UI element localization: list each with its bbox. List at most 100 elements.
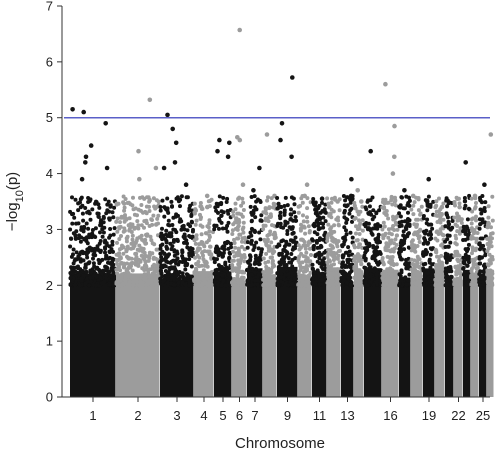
snp-point xyxy=(183,257,188,262)
x-tick-label: 4 xyxy=(200,408,207,423)
snp-point xyxy=(254,207,259,212)
snp-point xyxy=(416,283,421,288)
snp-point xyxy=(352,243,356,248)
snp-point xyxy=(405,232,410,237)
snp-point xyxy=(340,243,345,248)
snp-point xyxy=(206,225,211,230)
snp-point xyxy=(347,211,352,216)
snp-point xyxy=(477,226,482,231)
snp-point xyxy=(317,282,322,287)
snp-point xyxy=(190,274,194,279)
chromosome-6-points xyxy=(230,27,248,397)
snp-point xyxy=(316,270,321,275)
snp-point xyxy=(96,248,101,253)
snp-point xyxy=(477,217,482,222)
snp-point xyxy=(428,252,433,257)
snp-point xyxy=(271,232,276,237)
snp-point xyxy=(168,241,173,246)
snp-point xyxy=(180,250,185,255)
snp-point xyxy=(187,257,192,262)
snp-point xyxy=(145,232,150,237)
snp-point xyxy=(415,273,420,278)
snp-point xyxy=(414,224,419,229)
snp-point xyxy=(191,250,195,255)
snp-point xyxy=(154,282,158,287)
snp-point xyxy=(155,216,160,221)
snp-point xyxy=(443,254,448,259)
snp-point xyxy=(115,240,119,245)
top-hit-point xyxy=(348,193,354,199)
top-hit-point xyxy=(457,204,462,210)
snp-point xyxy=(265,198,270,203)
snp-point xyxy=(176,280,181,285)
snp-point xyxy=(400,195,404,200)
snp-point xyxy=(454,270,459,274)
snp-point xyxy=(179,227,184,232)
snp-point xyxy=(407,203,412,208)
snp-point xyxy=(125,254,129,259)
y-tick-label: 4 xyxy=(46,166,53,181)
top-hit-point xyxy=(103,121,108,126)
snp-point xyxy=(152,242,157,247)
snp-point xyxy=(289,226,294,231)
snp-point xyxy=(343,198,348,203)
snp-point xyxy=(330,196,334,201)
snp-point xyxy=(237,232,242,237)
snp-point xyxy=(404,257,408,262)
snp-point xyxy=(395,227,400,232)
snp-point xyxy=(455,218,460,223)
x-tick-label: 22 xyxy=(451,408,465,423)
snp-point xyxy=(325,238,330,243)
snp-point xyxy=(325,255,330,259)
snp-point xyxy=(271,275,276,280)
snp-point xyxy=(86,250,91,254)
snp-point xyxy=(144,282,149,287)
snp-point xyxy=(345,264,350,269)
snp-point xyxy=(219,220,224,225)
snp-point xyxy=(393,203,398,208)
snp-point xyxy=(288,267,292,271)
snp-point xyxy=(344,274,349,279)
top-hit-point xyxy=(147,97,153,103)
snp-point xyxy=(283,219,288,224)
snp-point xyxy=(263,218,268,223)
snp-point xyxy=(327,213,332,218)
snp-point xyxy=(357,226,362,231)
snp-point xyxy=(175,272,180,277)
snp-point xyxy=(286,256,291,261)
snp-point xyxy=(121,251,126,256)
snp-point xyxy=(117,247,122,252)
snp-point xyxy=(413,249,418,254)
top-hit-point xyxy=(257,165,262,171)
snp-point xyxy=(180,224,185,229)
snp-point xyxy=(261,223,266,228)
snp-point xyxy=(367,204,372,209)
snp-point xyxy=(96,211,101,216)
snp-point xyxy=(348,208,353,213)
snp-point xyxy=(299,237,304,242)
snp-point xyxy=(112,205,117,210)
snp-point xyxy=(284,263,289,267)
snp-point xyxy=(411,203,416,208)
snp-point xyxy=(382,205,387,210)
snp-point xyxy=(283,195,288,200)
chromosome-14-point-cloud xyxy=(354,270,364,397)
snp-point xyxy=(117,237,122,241)
snp-point xyxy=(254,266,258,271)
snp-point xyxy=(337,208,342,213)
chromosome-7-point-cloud xyxy=(247,268,263,397)
snp-point xyxy=(334,256,339,261)
snp-point xyxy=(427,257,432,262)
snp-point xyxy=(209,252,214,257)
snp-point xyxy=(426,194,431,199)
snp-point xyxy=(270,282,275,287)
snp-point xyxy=(475,231,480,235)
snp-point xyxy=(398,205,403,210)
snp-point xyxy=(317,261,322,266)
snp-point xyxy=(135,247,140,252)
snp-point xyxy=(332,223,337,228)
top-hit-point xyxy=(392,123,397,129)
snp-point xyxy=(133,240,138,245)
snp-point xyxy=(144,204,149,209)
snp-point xyxy=(315,218,320,222)
